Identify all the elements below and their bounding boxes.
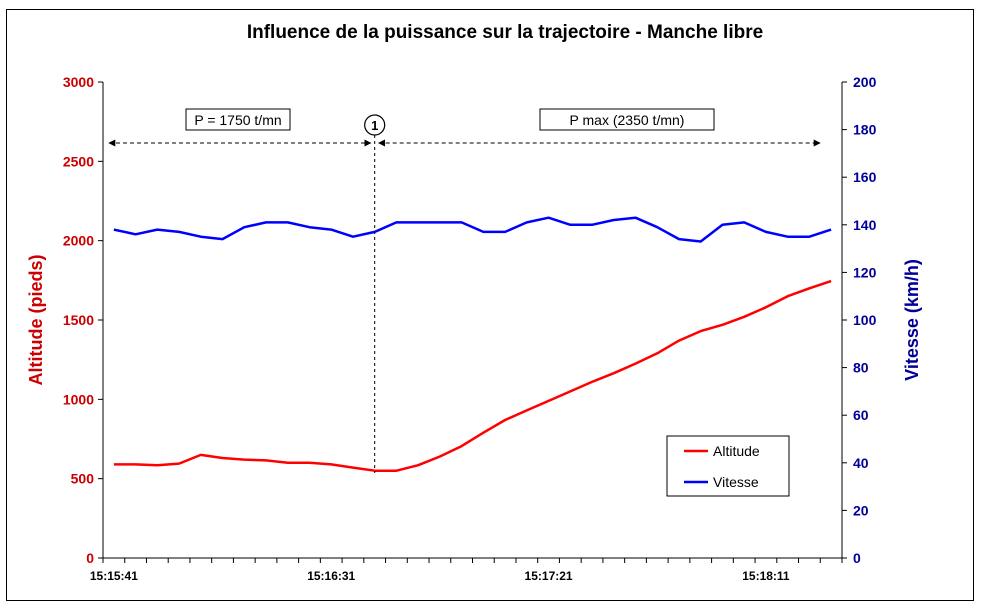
right-phase-label: P max (2350 t/mn) [539,108,715,131]
y-right-tick-label: 100 [853,312,877,328]
x-tick-label: 15:18:11 [742,569,790,583]
chart-frame [6,9,974,601]
y-right-tick-label: 0 [853,550,861,566]
y-right-axis-label: Vitesse (km/h) [902,259,922,381]
annotations: P = 1750 t/mn P max (2350 t/mn) 1 [108,108,821,473]
left-phase-label: P = 1750 t/mn [185,108,291,131]
y-left-tick-label: 0 [86,550,94,566]
svg-text:P max (2350 t/mn): P max (2350 t/mn) [570,112,685,128]
y-left-tick-label: 3000 [63,74,94,90]
y-left-tick-label: 1000 [63,391,94,407]
marker-circle: 1 [364,114,386,136]
series-line-vitesse [113,216,832,243]
y-right-tick-label: 80 [853,360,869,376]
y-right-tick-label: 60 [853,407,869,423]
x-tick-label: 15:15:41 [90,569,138,583]
legend-label-altitude: Altitude [713,443,760,459]
axes: 0 500 1000 1500 2000 2500 3000 0 20 40 60 80 100 120 1… [26,74,922,583]
y-right-tick-label: 200 [853,74,877,90]
x-tick-label: 15:17:21 [525,569,573,583]
y-left-axis-label: Altitude (pieds) [26,255,46,386]
svg-text:1: 1 [371,118,378,133]
y-right-tick-label: 120 [853,264,877,280]
y-left-tick-label: 2500 [63,153,94,169]
legend-box [666,435,790,497]
y-left-tick-label: 2000 [63,233,94,249]
y-right-tick-label: 160 [853,169,877,185]
y-left-tick-label: 1500 [63,312,94,328]
legend-label-vitesse: Vitesse [713,474,759,490]
series-line-altitude [113,279,832,472]
svg-text:P = 1750 t/mn: P = 1750 t/mn [194,112,281,128]
series-layer [113,216,832,472]
y-right-tick-label: 40 [853,455,869,471]
y-right-tick-label: 180 [853,122,877,138]
legend: Altitude Vitesse [666,435,790,497]
y-left-tick-label: 500 [71,471,95,487]
chart-title: Influence de la puissance sur la traject… [247,22,763,43]
y-right-tick-label: 20 [853,502,869,518]
x-tick-label: 15:16:31 [307,569,355,583]
y-right-tick-label: 140 [853,217,877,233]
